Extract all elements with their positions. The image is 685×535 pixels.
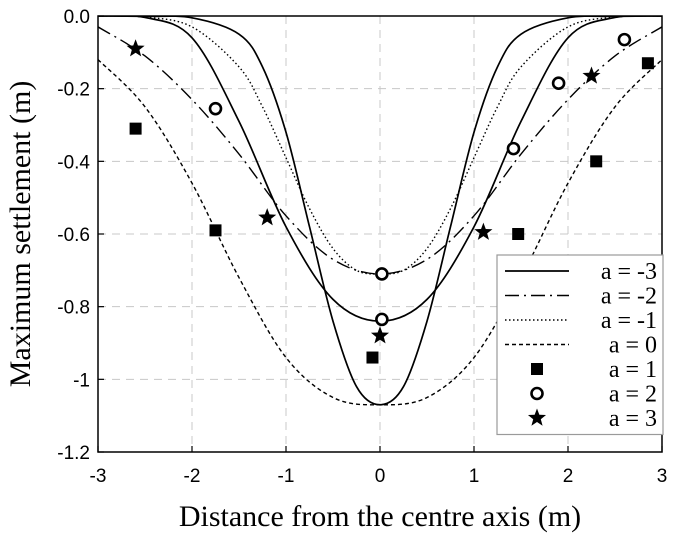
axis-ticks: -3 -2 -1 0 1 2 3 0.0 -0.2 -0.4 -0.6 -0.8 -1 -1.2 xyxy=(57,7,667,487)
x-tick-label: 0 xyxy=(375,466,386,487)
legend-label: a = 1 xyxy=(609,357,657,383)
data-point-square xyxy=(209,224,222,237)
x-tick-label: 3 xyxy=(657,466,668,487)
y-tick-label: -0.4 xyxy=(57,152,90,173)
legend-label: a = -1 xyxy=(601,308,657,334)
data-point-circle xyxy=(375,267,389,281)
data-point-star xyxy=(258,208,277,226)
series-markers xyxy=(126,32,654,364)
data-point-circle xyxy=(375,312,389,327)
legend-marker xyxy=(531,363,543,375)
legend-label: a = 3 xyxy=(609,406,657,432)
legend-label: a = -3 xyxy=(601,259,657,285)
data-point-square xyxy=(590,155,603,168)
y-tick-label: -0.2 xyxy=(57,80,90,101)
y-axis-label: Maximum settlement (m) xyxy=(4,81,37,388)
y-tick-label: -0.6 xyxy=(57,225,90,246)
data-point-square xyxy=(512,228,525,240)
data-point-star xyxy=(582,66,601,84)
y-tick-label: -1.2 xyxy=(57,443,90,464)
data-point-circle xyxy=(506,141,521,156)
legend-label: a = 2 xyxy=(609,382,657,408)
legend-box xyxy=(496,254,664,436)
series-line-2 xyxy=(98,16,662,275)
y-tick-label: -1 xyxy=(73,370,90,391)
data-point-star xyxy=(370,326,390,344)
y-tick-label: 0.0 xyxy=(64,7,90,28)
data-point-star xyxy=(474,222,493,240)
legend: a = -3a = -2a = -1a = 0a = 1a = 2a = 3 xyxy=(496,254,664,436)
legend-label: a = 0 xyxy=(609,333,657,359)
y-tick-label: -0.8 xyxy=(57,298,90,319)
legend-label: a = -2 xyxy=(601,284,657,310)
series-line-3 xyxy=(98,59,662,406)
x-tick-label: -2 xyxy=(184,466,201,487)
data-point-square xyxy=(641,57,654,70)
legend-marker xyxy=(530,386,544,401)
data-point-circle xyxy=(617,32,632,47)
data-point-square xyxy=(129,122,142,135)
x-axis-label: Distance from the centre axis (m) xyxy=(179,500,581,533)
data-point-circle xyxy=(208,101,223,116)
data-point-star xyxy=(126,39,145,57)
x-tick-label: 2 xyxy=(563,466,574,487)
x-tick-label: 1 xyxy=(469,466,480,487)
x-tick-label: -3 xyxy=(90,466,107,487)
data-point-circle xyxy=(551,76,566,91)
legend-marker xyxy=(527,408,547,426)
data-point-square xyxy=(366,351,379,364)
x-tick-label: -1 xyxy=(278,466,295,487)
